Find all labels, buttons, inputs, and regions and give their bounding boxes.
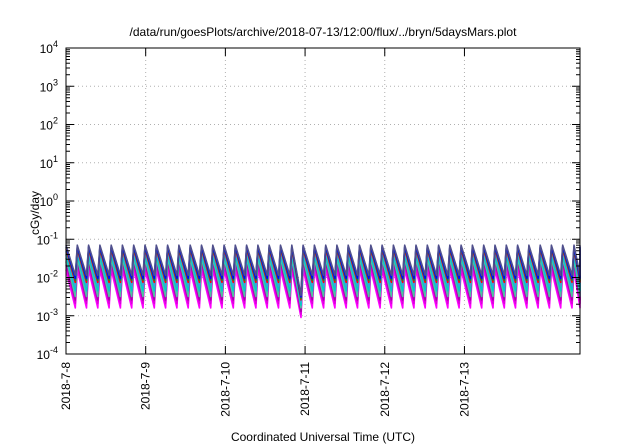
x-axis-tick-labels: 2018-7-8 2018-7-9 2018-7-10 2018-7-11 2018-7… bbox=[59, 362, 471, 417]
series-layer bbox=[65, 244, 581, 319]
y-tick-base: 10 bbox=[40, 119, 54, 133]
y-tick-exponent: 4 bbox=[53, 39, 58, 49]
y-tick-base: 10 bbox=[37, 348, 51, 362]
y-tick-exponent: 1 bbox=[53, 154, 58, 164]
y-tick-exponent: 2 bbox=[53, 116, 58, 126]
x-axis-label: Coordinated Universal Time (UTC) bbox=[231, 430, 415, 444]
y-tick-base: 10 bbox=[40, 157, 54, 171]
y-tick-exponent: -2 bbox=[50, 269, 58, 279]
y-tick-exponent: -3 bbox=[50, 307, 58, 317]
x-tick-label: 2018-7-11 bbox=[298, 362, 312, 416]
y-tick-label: 10-2 bbox=[37, 269, 58, 286]
y-tick-base: 10 bbox=[40, 42, 54, 56]
x-tick-label: 2018-7-8 bbox=[59, 362, 73, 410]
y-tick-exponent: -1 bbox=[50, 230, 58, 240]
y-tick-base: 10 bbox=[40, 195, 54, 209]
y-tick-base: 10 bbox=[37, 310, 51, 324]
y-tick-label: 104 bbox=[40, 39, 58, 56]
y-tick-exponent: 3 bbox=[53, 77, 58, 87]
y-tick-label: 102 bbox=[40, 116, 58, 133]
y-tick-base: 10 bbox=[40, 80, 54, 94]
axis-ticks bbox=[65, 47, 580, 355]
y-tick-label: 101 bbox=[40, 154, 58, 171]
y-tick-label: 10-4 bbox=[37, 345, 58, 362]
y-tick-base: 10 bbox=[37, 272, 51, 286]
x-tick-label: 2018-7-9 bbox=[139, 362, 153, 410]
y-tick-label: 10-1 bbox=[37, 230, 58, 247]
y-tick-base: 10 bbox=[37, 233, 51, 247]
x-tick-label: 2018-7-13 bbox=[457, 362, 471, 417]
series-line bbox=[65, 244, 581, 297]
x-tick-label: 2018-7-10 bbox=[218, 362, 232, 417]
y-tick-label: 103 bbox=[40, 77, 58, 94]
x-tick-label: 2018-7-12 bbox=[378, 362, 392, 417]
y-tick-label: 100 bbox=[40, 192, 58, 209]
y-tick-exponent: -4 bbox=[50, 345, 58, 355]
y-axis-label: cGy/day bbox=[28, 191, 42, 235]
y-tick-exponent: 0 bbox=[53, 192, 58, 202]
y-tick-label: 10-3 bbox=[37, 307, 58, 324]
chart-title: /data/run/goesPlots/archive/2018-07-13/1… bbox=[130, 25, 518, 39]
